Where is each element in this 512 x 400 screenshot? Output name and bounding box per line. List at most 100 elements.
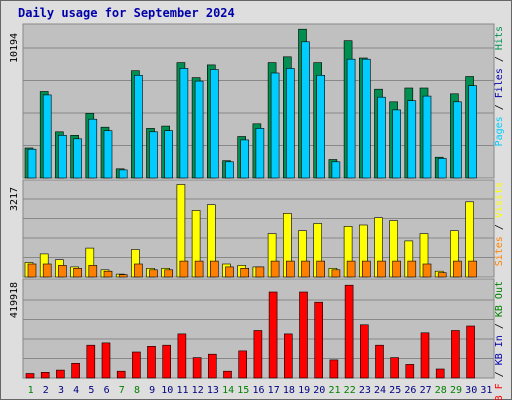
bar-files [270,72,280,179]
bar-files [149,131,158,179]
bar-sites [361,260,371,278]
legend: Sites / Visits [494,182,505,266]
bar-kbf [40,371,50,379]
legend: KB F / KB In / KB Out [494,281,505,400]
day-label: 19 [298,385,310,396]
bar-sites [73,267,82,278]
legend-separator: / [494,317,505,335]
bar-files [377,96,386,179]
bar-kbf [405,364,415,379]
day-label: 8 [134,385,140,396]
bar-files [58,135,67,179]
bar-sites [240,267,249,278]
bar-sites [194,260,204,278]
bar-files [210,69,219,179]
day-label: 2 [43,385,49,396]
day-label: 13 [207,385,219,396]
bar-sites [316,260,326,278]
bar-kbf [359,324,369,379]
day-label: 10 [161,385,173,396]
bar-sites [422,263,432,278]
day-label: 28 [435,385,447,396]
bar-sites [437,272,447,278]
bar-sites [392,260,401,278]
day-label: 21 [328,385,340,396]
bar-sites [285,260,295,278]
legend-item: Files [494,68,505,98]
day-label: 29 [450,385,462,396]
bar-kbf [101,342,111,379]
bar-sites [377,260,386,278]
bar-files [164,130,173,179]
bar-files [179,68,189,179]
bar-kbf [147,345,156,379]
day-label: 5 [88,385,94,396]
bar-files [285,68,295,179]
bar-kbf [283,333,293,379]
bar-files [407,100,417,179]
day-label: 15 [237,385,249,396]
day-label: 1 [28,385,34,396]
day-label: 6 [104,385,110,396]
day-label: 27 [420,385,432,396]
bar-files [437,158,447,179]
bar-sites [88,265,98,278]
bar-sites [407,260,417,278]
day-label: 11 [176,385,188,396]
bar-files [73,138,82,179]
bar-sites [331,269,341,278]
bar-kbf [375,344,384,379]
bar-kbf [25,373,35,379]
bar-kbf [238,350,247,379]
bar-kbf [253,330,263,379]
y-max-label: 10194 [9,33,20,63]
legend-item: Sites [494,236,505,266]
chart-title: Daily usage for September 2024 [18,6,235,20]
bar-files [255,128,265,179]
bar-sites [118,274,128,278]
legend-item: KB Out [494,281,505,317]
bar-kbf [329,359,339,379]
bar-sites [103,270,113,278]
bar-sites [134,263,143,278]
legend-separator: / [494,365,505,383]
bar-kbf [466,325,475,379]
bar-kbf [390,357,399,379]
bar-files [225,161,234,179]
day-label: 9 [149,385,155,396]
day-label: 26 [404,385,416,396]
bar-sites [301,260,310,278]
bar-files [118,169,128,179]
day-label: 14 [222,385,234,396]
bar-files [134,75,143,179]
day-label: 23 [359,385,371,396]
day-label: 17 [268,385,280,396]
bar-files [468,85,477,179]
bar-kbf [344,284,354,379]
panels [22,23,495,379]
day-label: 3 [58,385,64,396]
bar-files [453,101,462,179]
bar-kbf [435,368,445,379]
legend-item: Hits [494,26,505,50]
bar-kbf [71,362,80,379]
bar-kbf [86,344,96,379]
bar-kbf [268,291,278,379]
bar-sites [179,260,189,278]
legend-separator: / [494,50,505,68]
bar-sites [27,263,37,278]
bar-kbf [420,332,430,379]
day-label: 16 [252,385,264,396]
day-label: 30 [465,385,477,396]
bar-sites [149,269,158,278]
bar-sites [255,266,265,278]
bar-kbf [116,370,126,379]
bar-kbf [208,353,217,379]
bar-sites [58,265,67,278]
bar-files [103,130,113,179]
bar-sites [225,266,234,278]
bar-files [316,75,326,179]
legend: Pages / Files / Hits [494,26,505,146]
bar-kbf [56,369,65,379]
